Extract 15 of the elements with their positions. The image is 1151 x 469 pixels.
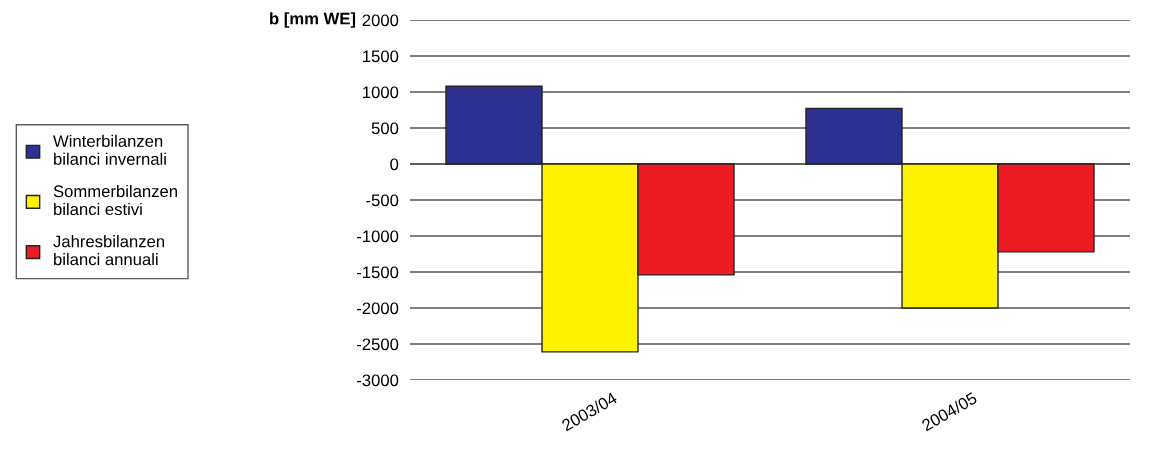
y-axis-title: b [mm WE] <box>270 12 356 28</box>
y-tick-label: -500 <box>366 194 399 207</box>
legend-label: Sommerbilanzen bilanci estivi <box>53 184 177 216</box>
y-tick-label: -2500 <box>357 338 399 351</box>
y-tick-label: -1500 <box>357 266 399 279</box>
legend-label: Winterbilanzen bilanci invernali <box>53 134 166 165</box>
y-tick-label: -2000 <box>357 302 399 315</box>
y-tick-label: 500 <box>371 122 399 135</box>
y-tick-label: 2000 <box>362 14 399 27</box>
y-tick-label: 1000 <box>363 86 399 99</box>
legend-label: Jahresbilanzen bilanci annuali <box>53 235 165 266</box>
y-tick-label: 1500 <box>363 50 399 63</box>
y-tick-label: -3000 <box>357 374 399 387</box>
y-tick-label: -1000 <box>357 230 399 243</box>
y-tick-label: 0 <box>390 158 399 171</box>
